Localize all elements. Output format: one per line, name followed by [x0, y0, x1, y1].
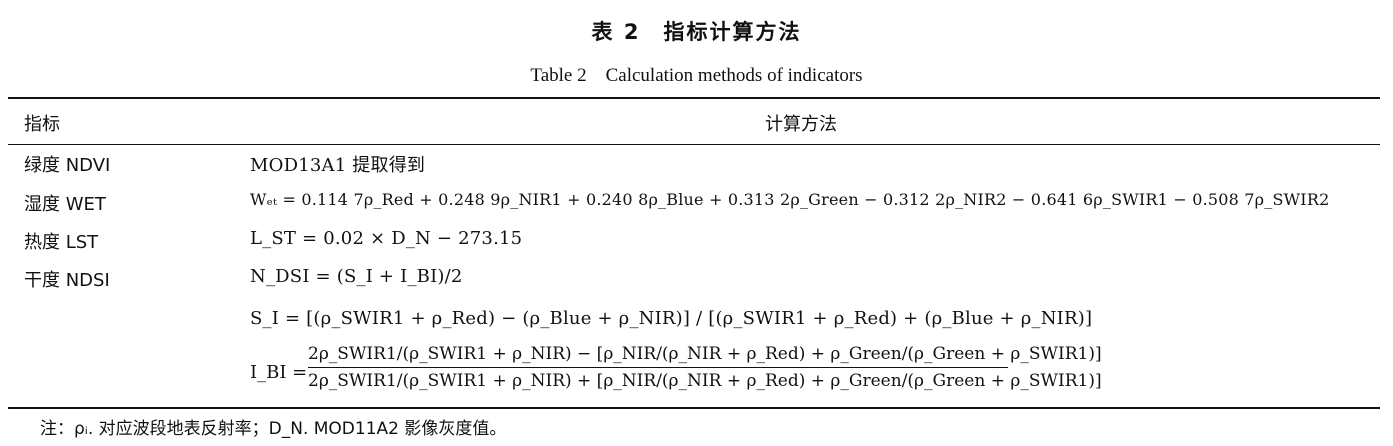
- row-indicator-lst: 热度 LST: [24, 232, 99, 253]
- row-method-wet: Wₑₜ = 0.114 7ρ_Red + 0.248 9ρ_NIR1 + 0.2…: [250, 190, 1330, 209]
- table-title-en: Table 2 Calculation methods of indicator…: [530, 65, 863, 86]
- row-indicator-ndsi: 干度 NDSI: [24, 270, 110, 291]
- ibi-denominator: 2ρ_SWIR1/(ρ_SWIR1 + ρ_NIR) + [ρ_NIR/(ρ_N…: [308, 371, 1102, 391]
- ibi-numerator: 2ρ_SWIR1/(ρ_SWIR1 + ρ_NIR) − [ρ_NIR/(ρ_N…: [308, 344, 1102, 364]
- ibi-lhs: I_BI =: [250, 362, 308, 383]
- ibi-fraction: 2ρ_SWIR1/(ρ_SWIR1 + ρ_NIR) − [ρ_NIR/(ρ_N…: [308, 344, 1102, 391]
- row-method-ndsi: N_DSI = (S_I + I_BI)/2: [250, 266, 463, 287]
- row-indicator-wet: 湿度 WET: [24, 194, 106, 215]
- bottom-rule: [8, 407, 1380, 409]
- si-formula: S_I = [(ρ_SWIR1 + ρ_Red) − (ρ_Blue + ρ_N…: [250, 308, 1093, 329]
- table-title-cn: 表 2 指标计算方法: [591, 20, 802, 44]
- row-method-lst: L_ST = 0.02 × D_N − 273.15: [250, 228, 523, 249]
- fraction-bar: [308, 367, 1008, 368]
- table-note: 注：ρᵢ. 对应波段地表反射率；D_N. MOD11A2 影像灰度值。: [40, 419, 507, 439]
- header-method: 计算方法: [765, 114, 837, 135]
- row-method-ndvi: MOD13A1 提取得到: [250, 155, 426, 176]
- top-rule: [8, 97, 1380, 99]
- header-indicator: 指标: [24, 114, 60, 135]
- row-indicator-ndvi: 绿度 NDVI: [24, 155, 111, 176]
- header-rule: [8, 144, 1380, 145]
